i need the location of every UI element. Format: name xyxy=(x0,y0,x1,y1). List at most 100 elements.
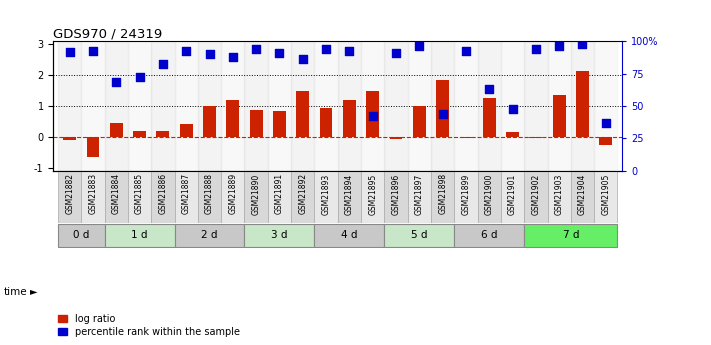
Bar xyxy=(524,224,617,247)
Bar xyxy=(501,171,524,223)
Bar xyxy=(245,171,268,223)
Text: GSM21903: GSM21903 xyxy=(555,173,564,215)
Text: GSM21890: GSM21890 xyxy=(252,173,261,215)
Bar xyxy=(599,137,612,145)
Text: GSM21887: GSM21887 xyxy=(182,173,191,215)
Text: GSM21891: GSM21891 xyxy=(275,173,284,215)
Bar xyxy=(407,41,431,171)
Text: GSM21904: GSM21904 xyxy=(578,173,587,215)
Bar xyxy=(105,171,128,223)
Bar xyxy=(459,137,472,138)
Text: GSM21897: GSM21897 xyxy=(415,173,424,215)
Bar xyxy=(530,137,542,138)
Bar xyxy=(105,41,128,171)
Bar xyxy=(478,171,501,223)
Bar xyxy=(174,171,198,223)
Bar xyxy=(571,171,594,223)
Text: GSM21889: GSM21889 xyxy=(228,173,237,215)
Bar xyxy=(87,137,100,157)
Bar xyxy=(133,131,146,137)
Text: 1 d: 1 d xyxy=(132,230,148,240)
Point xyxy=(274,50,285,56)
Bar xyxy=(198,41,221,171)
Text: GSM21902: GSM21902 xyxy=(531,173,540,215)
Bar xyxy=(338,41,361,171)
Text: GSM21892: GSM21892 xyxy=(298,173,307,215)
Bar xyxy=(361,171,385,223)
Text: 5 d: 5 d xyxy=(411,230,427,240)
Point xyxy=(600,120,611,126)
Bar xyxy=(524,41,547,171)
Text: GSM21900: GSM21900 xyxy=(485,173,493,215)
Text: GSM21888: GSM21888 xyxy=(205,173,214,214)
Bar xyxy=(180,124,193,137)
Text: time: time xyxy=(4,287,27,296)
Bar xyxy=(221,171,245,223)
Text: GSM21905: GSM21905 xyxy=(602,173,610,215)
Bar xyxy=(268,41,291,171)
Bar xyxy=(506,132,519,137)
Bar xyxy=(268,171,291,223)
Point xyxy=(111,79,122,85)
Bar xyxy=(437,80,449,137)
Bar xyxy=(576,71,589,137)
Text: 7 d: 7 d xyxy=(562,230,579,240)
Point xyxy=(437,111,449,117)
Bar xyxy=(483,98,496,137)
Bar xyxy=(547,41,571,171)
Point xyxy=(507,106,518,111)
Point xyxy=(577,42,588,47)
Bar xyxy=(296,91,309,137)
Bar xyxy=(547,171,571,223)
Bar xyxy=(226,100,239,137)
Bar xyxy=(81,41,105,171)
Bar xyxy=(105,224,174,247)
Text: GSM21899: GSM21899 xyxy=(461,173,471,215)
Bar xyxy=(151,171,174,223)
Bar xyxy=(361,41,385,171)
Bar xyxy=(128,41,151,171)
Bar xyxy=(63,137,76,140)
Bar xyxy=(203,106,216,137)
Text: GSM21884: GSM21884 xyxy=(112,173,121,215)
Bar xyxy=(390,137,402,139)
Point xyxy=(321,46,332,52)
Text: 4 d: 4 d xyxy=(341,230,358,240)
Point xyxy=(460,49,471,54)
Bar xyxy=(407,171,431,223)
Bar xyxy=(454,41,478,171)
Bar xyxy=(454,224,524,247)
Bar xyxy=(314,41,338,171)
Point xyxy=(250,46,262,52)
Bar xyxy=(58,171,81,223)
Bar xyxy=(58,224,105,247)
Bar xyxy=(501,41,524,171)
Bar xyxy=(413,106,426,137)
Bar xyxy=(198,171,221,223)
Bar xyxy=(431,171,454,223)
Point xyxy=(483,86,495,92)
Bar xyxy=(385,224,454,247)
Text: GSM21896: GSM21896 xyxy=(392,173,400,215)
Bar xyxy=(478,41,501,171)
Bar xyxy=(58,41,81,171)
Bar xyxy=(571,41,594,171)
Bar xyxy=(366,91,379,137)
Bar xyxy=(385,41,407,171)
Point xyxy=(553,43,565,49)
Legend: log ratio, percentile rank within the sample: log ratio, percentile rank within the sa… xyxy=(58,314,240,337)
Text: GSM21882: GSM21882 xyxy=(65,173,74,214)
Text: GSM21895: GSM21895 xyxy=(368,173,378,215)
Point xyxy=(414,43,425,49)
Bar xyxy=(221,41,245,171)
Bar xyxy=(81,171,105,223)
Bar xyxy=(174,224,245,247)
Text: ►: ► xyxy=(30,287,38,296)
Text: GSM21885: GSM21885 xyxy=(135,173,144,215)
Bar xyxy=(385,171,407,223)
Bar xyxy=(338,171,361,223)
Point xyxy=(204,51,215,57)
Text: GDS970 / 24319: GDS970 / 24319 xyxy=(53,28,163,41)
Bar xyxy=(151,41,174,171)
Text: GSM21901: GSM21901 xyxy=(508,173,517,215)
